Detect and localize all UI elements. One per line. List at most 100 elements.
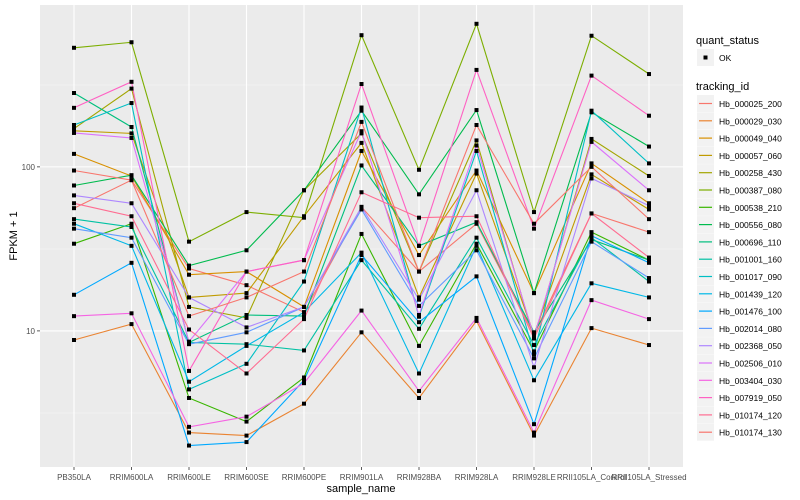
data-point-Hb_002506_010 (474, 143, 479, 148)
legend-label: Hb_000538_210 (719, 203, 782, 213)
x-tick-label: RRIM901LA (340, 473, 384, 482)
data-point-Hb_000696_110 (532, 330, 536, 335)
legend-label: Hb_000057_060 (719, 151, 782, 161)
legend-label: Hb_000258_430 (719, 168, 782, 178)
data-point-Hb_000556_080 (187, 263, 191, 268)
data-point-Hb_003404_030 (302, 381, 306, 386)
data-point-Hb_010174_120 (302, 317, 306, 322)
legend-label: Hb_000387_080 (719, 186, 782, 196)
x-tick-label: RRII105LA_Stressed (611, 473, 686, 482)
legend-label: Hb_001017_090 (719, 272, 782, 282)
data-point-Hb_003404_030 (647, 317, 651, 322)
data-point-Hb_000538_210 (589, 230, 594, 235)
x-tick-label: PB350LA (57, 473, 91, 482)
data-point-Hb_000057_060 (129, 131, 134, 136)
data-point-Hb_007919_050 (302, 258, 306, 263)
data-point-Hb_007919_050 (72, 105, 76, 110)
data-point-Hb_000387_080 (187, 239, 191, 244)
data-point-Hb_000556_080 (474, 108, 479, 113)
legend-label: Hb_001439_120 (719, 289, 782, 299)
data-point-Hb_001001_160 (302, 348, 306, 353)
data-point-Hb_000057_060 (359, 140, 364, 145)
data-point-Hb_003404_030 (589, 298, 594, 303)
data-point-Hb_000049_040 (474, 168, 479, 173)
data-point-Hb_000025_200 (72, 206, 76, 211)
data-point-Hb_003404_030 (129, 311, 134, 316)
x-tick-label: RRIM600LE (167, 473, 211, 482)
data-point-Hb_001017_090 (129, 101, 134, 106)
data-point-Hb_000057_060 (589, 172, 594, 177)
data-point-Hb_000538_210 (417, 343, 421, 348)
legend-label: Hb_010174_120 (719, 410, 782, 420)
data-point-Hb_001439_120 (359, 250, 364, 255)
data-point-Hb_000049_040 (417, 253, 421, 258)
data-point-Hb_000049_040 (647, 201, 651, 206)
data-point-Hb_000538_210 (302, 375, 306, 380)
data-point-Hb_000556_080 (417, 192, 421, 197)
data-point-Hb_010174_130 (589, 164, 594, 169)
data-point-Hb_000387_080 (417, 167, 421, 172)
data-point-Hb_002014_080 (474, 248, 479, 253)
data-point-Hb_003404_030 (474, 315, 479, 320)
data-point-Hb_000049_040 (359, 148, 364, 153)
data-point-Hb_002014_080 (244, 330, 249, 335)
data-point-Hb_002506_010 (589, 139, 594, 144)
legend-label: Hb_000556_080 (719, 220, 782, 230)
data-point-Hb_002014_080 (417, 303, 421, 308)
y-axis-title: FPKM + 1 (8, 211, 20, 260)
legend-label: Hb_001476_100 (719, 307, 782, 317)
data-point-Hb_001017_090 (187, 387, 191, 392)
data-point-Hb_002506_010 (129, 135, 134, 140)
data-point-Hb_000556_080 (129, 173, 134, 178)
data-point-Hb_000556_080 (72, 183, 76, 188)
shape-legend-label: OK (719, 53, 732, 63)
shape-legend-title: quant_status (696, 35, 759, 47)
data-point-Hb_000556_080 (359, 108, 364, 113)
data-point-Hb_000049_040 (589, 161, 594, 166)
data-point-Hb_000025_200 (187, 266, 191, 271)
legend-label: Hb_001001_160 (719, 255, 782, 265)
x-tick-label: RRIM928LA (455, 473, 499, 482)
legend-label: Hb_010174_130 (719, 428, 782, 438)
data-point-Hb_002368_050 (417, 297, 421, 302)
x-tick-label: RRII105LA_Control (557, 473, 627, 482)
data-point-Hb_001439_120 (532, 378, 536, 383)
data-point-Hb_001001_160 (359, 258, 364, 263)
data-point-Hb_001001_160 (417, 326, 421, 331)
legend-label: Hb_000696_110 (719, 237, 782, 247)
y-axis: 10 100 (22, 163, 40, 336)
data-point-Hb_000258_430 (187, 304, 191, 309)
data-point-Hb_000387_080 (359, 33, 364, 38)
data-point-Hb_002014_080 (589, 239, 594, 244)
x-tick-label: RRIM928BA (397, 473, 442, 482)
data-point-Hb_000556_080 (647, 144, 651, 149)
legend: quant_status OK tracking_id Hb_000025_20… (696, 35, 782, 441)
x-tick-label: RRIM600SE (224, 473, 268, 482)
data-point-Hb_000057_060 (417, 295, 421, 300)
data-point-Hb_002506_010 (359, 129, 364, 134)
data-point-Hb_003404_030 (359, 308, 364, 313)
data-point-Hb_002368_050 (129, 201, 134, 206)
x-tick-label: RRIM600PE (282, 473, 326, 482)
data-point-Hb_000696_110 (302, 314, 306, 319)
data-point-Hb_001001_160 (129, 224, 134, 229)
data-point-Hb_010174_130 (359, 119, 364, 124)
legend-label: Hb_002506_010 (719, 359, 782, 369)
data-point-Hb_000387_080 (72, 45, 76, 50)
data-point-Hb_002014_080 (647, 276, 651, 281)
data-point-Hb_001017_090 (359, 105, 364, 110)
data-point-Hb_001017_090 (72, 122, 76, 127)
data-point-Hb_001476_100 (72, 292, 76, 297)
data-point-Hb_001439_120 (589, 281, 594, 286)
legend-label: Hb_002014_080 (719, 324, 782, 334)
data-point-Hb_000029_030 (474, 318, 479, 323)
data-point-Hb_001439_120 (187, 379, 191, 384)
color-legend-title: tracking_id (696, 81, 749, 93)
data-point-Hb_001001_160 (532, 343, 536, 348)
data-point-Hb_000258_430 (359, 131, 364, 136)
data-point-Hb_000538_210 (187, 395, 191, 400)
data-point-Hb_001001_160 (647, 279, 651, 284)
data-point-Hb_010174_120 (187, 327, 191, 332)
data-point-Hb_000049_040 (187, 272, 191, 277)
data-point-Hb_003404_030 (244, 414, 249, 419)
